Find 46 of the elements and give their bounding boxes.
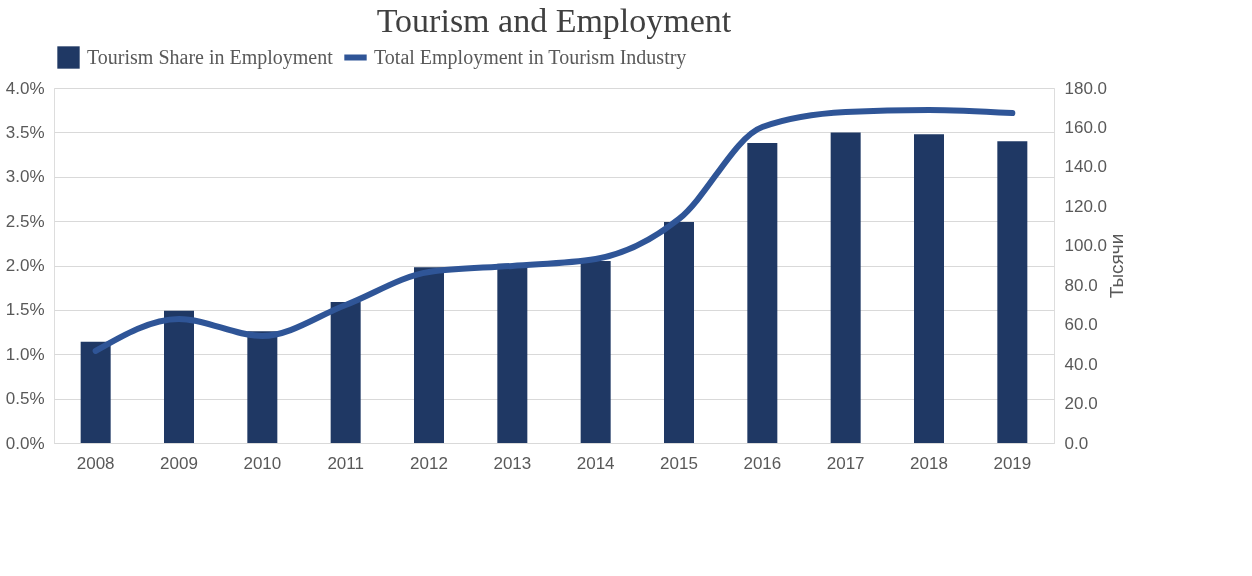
x-tick-label: 2012 — [410, 453, 448, 473]
bar — [580, 261, 611, 443]
x-tick-label: 2011 — [327, 453, 364, 473]
chart-title: Tourism and Employment — [376, 2, 732, 39]
y-tick-label: 3.0% — [5, 167, 45, 187]
y-tick-label: 2.5% — [5, 211, 45, 231]
legend-label: Total Employment in Tourism Industry — [374, 45, 687, 69]
bar — [914, 134, 944, 443]
x-tick-label: 2009 — [160, 453, 198, 473]
y-tick-label: 3.5% — [5, 122, 45, 142]
y-tick-label: 1.5% — [5, 300, 45, 320]
y2-tick-label: 20.0 — [1064, 394, 1098, 414]
x-tick-label: 2008 — [76, 453, 115, 473]
y2-tick-label: 40.0 — [1064, 354, 1098, 374]
x-tick-label: 2010 — [243, 453, 282, 473]
x-tick-label: 2016 — [743, 453, 782, 473]
bar — [414, 267, 444, 443]
y2-tick-label: 0.0 — [1064, 433, 1089, 453]
y2-tick-label: 120.0 — [1064, 196, 1108, 216]
x-tick-label: 2019 — [993, 453, 1032, 473]
y2-tick-label: 140.0 — [1064, 157, 1108, 177]
bar — [997, 141, 1028, 443]
y2-tick-label: 180.0 — [1064, 78, 1108, 98]
bar — [247, 331, 278, 443]
x-tick-label: 2014 — [576, 453, 615, 473]
bar — [330, 301, 361, 443]
bar — [80, 341, 111, 443]
x-tick-label: 2018 — [910, 453, 948, 473]
y2-tick-label: 80.0 — [1064, 275, 1098, 295]
y2-tick-label: 160.0 — [1064, 117, 1108, 137]
y2-tick-label: 60.0 — [1064, 315, 1098, 335]
y2-tick-label: 100.0 — [1064, 236, 1108, 256]
y-tick-label: 2.0% — [5, 256, 45, 275]
y-tick-label: 4.0% — [5, 78, 45, 98]
y2-axis-title: Тысячи — [1106, 233, 1128, 299]
bar — [164, 310, 194, 443]
bar — [747, 143, 778, 443]
bar — [664, 222, 694, 443]
x-tick-label: 2017 — [826, 453, 865, 473]
legend-label: Tourism Share in Employment — [87, 45, 334, 69]
y-tick-label: 0.0% — [5, 433, 45, 453]
x-tick-label: 2013 — [493, 453, 532, 473]
bar — [830, 132, 861, 443]
x-tick-label: 2015 — [660, 453, 698, 473]
y-tick-label: 0.5% — [5, 389, 45, 409]
y-tick-label: 1.0% — [5, 344, 45, 364]
